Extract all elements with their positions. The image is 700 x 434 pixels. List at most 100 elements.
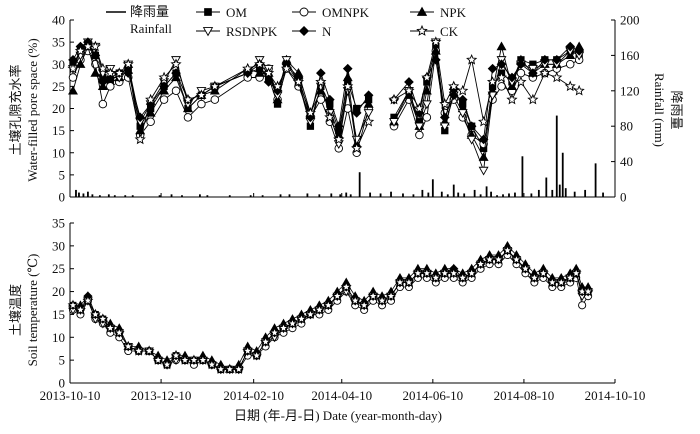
rainfall-bar: [318, 194, 321, 197]
top-ylabel-en: Water-filled pore space (%): [25, 38, 40, 181]
top-point-rsdnpk: [351, 135, 362, 145]
bottom-ylabel-en: Soil temperature (℃): [25, 254, 40, 367]
top-point-omnpk: [415, 130, 424, 140]
legend-label-n: N: [322, 24, 332, 39]
top-point-ck: [342, 80, 354, 92]
top-point-ck: [170, 58, 182, 69]
legend-rainfall-cn: 降雨量: [130, 4, 169, 19]
bottom-point-ck: [349, 295, 361, 306]
rainfall-bar: [288, 194, 291, 197]
bottom-point-ck: [439, 267, 451, 278]
bottom-point-ck: [484, 253, 495, 265]
rainfall-bar: [421, 189, 424, 197]
rainfall-bar: [306, 193, 309, 197]
rainfall-bar: [113, 195, 116, 197]
top-point-n: [487, 63, 498, 74]
top-point-ck: [195, 89, 207, 100]
bottom-point-ck: [269, 327, 280, 338]
bottom-point-ck: [322, 299, 334, 310]
top-ylabel-cn: 土壤孔隙充水率: [8, 64, 23, 155]
top-point-ck: [89, 40, 101, 52]
top-point-npk: [496, 41, 507, 51]
legend-marker-om: [204, 8, 212, 16]
top-ytick-label: 10: [52, 145, 65, 160]
bottom-point-ck: [466, 267, 478, 278]
top-point-n: [135, 112, 146, 123]
rainfall-bar: [349, 194, 352, 197]
rainfall-bar: [551, 189, 554, 197]
bottom-point-ck: [224, 363, 236, 374]
top-point-ck: [388, 93, 400, 105]
bottom-point-ck: [67, 299, 79, 310]
top-point-rsdnpk: [478, 166, 489, 176]
top-ytick-label: 15: [52, 123, 65, 138]
top-point-ck: [158, 71, 170, 83]
rainfall-bar: [124, 195, 127, 197]
top-point-ck: [280, 62, 293, 74]
top-point-omnpk: [146, 117, 155, 127]
top-y2tick-label: 40: [620, 154, 633, 169]
top-point-n: [574, 46, 585, 56]
rainfall-bar: [473, 189, 476, 197]
rainfall-bar: [379, 193, 382, 197]
top-series-line: [72, 50, 370, 153]
rainfall-bar: [564, 188, 567, 197]
rainfall-bar: [508, 193, 510, 197]
top-series-rsdnpk: [68, 38, 585, 176]
bottom-point-ck: [457, 272, 469, 283]
rainfall-bar: [431, 179, 434, 197]
rainfall-bar: [558, 184, 561, 197]
top-point-ck: [486, 76, 499, 87]
rainfall-bar: [78, 192, 80, 197]
bottom-ylabel-cn: 土壤温度: [8, 284, 23, 336]
rainfall-bar: [457, 192, 460, 197]
bottom-point-ck: [215, 363, 227, 374]
top-point-ck: [564, 80, 576, 92]
xtick-label: 2013-10-10: [40, 388, 101, 403]
top-point-ck: [67, 62, 79, 74]
xtick-label: 2014-02-10: [223, 388, 284, 403]
bottom-point-ck: [376, 295, 388, 306]
top-point-ck: [97, 62, 109, 74]
top-y2tick-label: 160: [620, 48, 640, 63]
top-point-npk: [342, 72, 353, 82]
top-point-ck: [182, 93, 194, 105]
top-point-ck: [271, 80, 284, 92]
top-point-npk: [68, 85, 78, 95]
top-series-ck: [67, 36, 585, 154]
bottom-point-ck: [385, 290, 397, 301]
bottom-point-ck: [179, 354, 191, 365]
rainfall-bar: [358, 172, 361, 197]
rainfall-bar: [181, 195, 183, 197]
bottom-point-ck: [394, 276, 406, 288]
rainfall-bar: [440, 191, 443, 197]
top-point-n: [466, 121, 477, 132]
top-point-n: [448, 90, 459, 101]
rainfall-bar: [261, 195, 264, 197]
top-point-n: [263, 77, 274, 87]
rainfall-bar: [345, 192, 348, 197]
top-series-om: [69, 42, 583, 152]
bottom-point-ck: [287, 317, 298, 329]
top-point-omnpk: [197, 99, 206, 109]
legend-label-om: OM: [226, 5, 247, 20]
top-point-ck: [333, 133, 345, 145]
rainfall-bar: [228, 195, 231, 197]
top-point-n: [551, 54, 562, 65]
top-point-ck: [134, 133, 146, 145]
top-point-n: [478, 134, 489, 145]
rainfall-bar: [446, 194, 449, 197]
top-y2label-en: Rainfall (mm): [652, 73, 667, 147]
bottom-point-ck: [197, 354, 209, 365]
top-point-rsdnpk: [389, 118, 399, 127]
top-point-omnpk: [98, 99, 108, 109]
top-ylabel: 土壤孔隙充水率 Water-filled pore space (%): [8, 38, 40, 181]
rainfall-bar: [339, 194, 342, 197]
rainfall-bar: [463, 193, 466, 197]
top-point-n: [457, 94, 468, 105]
rainfall-bar: [91, 194, 94, 197]
bottom-point-ck: [233, 363, 245, 374]
bottom-point-omnpk: [578, 301, 587, 310]
top-point-ck: [430, 36, 442, 47]
